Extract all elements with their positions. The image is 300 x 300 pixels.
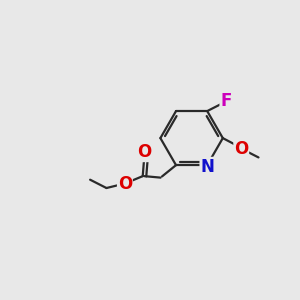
Text: O: O [118,175,132,193]
Text: O: O [137,143,151,161]
Text: N: N [200,158,214,175]
Text: O: O [234,140,248,158]
Text: F: F [220,92,232,110]
